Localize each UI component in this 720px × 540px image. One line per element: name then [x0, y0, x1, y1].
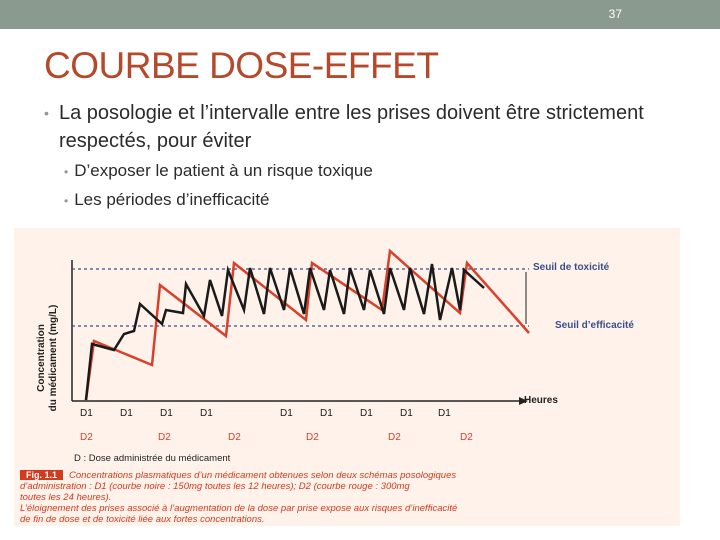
page-number: 37 — [608, 7, 622, 21]
sub-bullet-text: Les périodes d’inefficacité — [74, 190, 270, 209]
d1-label: D1 — [120, 408, 133, 419]
y-axis-label-unit: du médicament (mg/L) — [48, 305, 59, 412]
d1-label: D1 — [438, 408, 451, 419]
toxicity-threshold-label: Seuil de toxicité — [533, 262, 610, 273]
y-axis-label: Concentration — [36, 324, 47, 392]
d1-label: D1 — [320, 408, 333, 419]
caption-text: Concentrations plasmatiques d’un médicam… — [69, 470, 457, 481]
efficacy-threshold-label: Seuil d’efficacité — [555, 320, 634, 331]
main-bullet: • La posologie et l’intervalle entre les… — [44, 99, 684, 155]
d1-label: D1 — [160, 408, 173, 419]
d2-label: D2 — [80, 432, 93, 443]
slide-title: COURBE DOSE-EFFET — [44, 45, 439, 86]
red-curve-d2 — [84, 248, 530, 401]
bullet-icon: • — [64, 194, 69, 208]
caption-line-5: de fin de dose et de toxicité liée aux f… — [20, 514, 265, 525]
figure-caption: Fig. 1.1 Concentrations plasmatiques d’un… — [14, 466, 680, 526]
caption-line-3: toutes les 24 heures). — [20, 492, 112, 503]
d2-label: D2 — [228, 432, 241, 443]
d2-label: D2 — [306, 432, 319, 443]
d2-label: D2 — [388, 432, 401, 443]
d1-label: D1 — [80, 408, 93, 419]
x-axis-arrow-icon — [519, 397, 528, 405]
caption-line-1: Fig. 1.1 Concentrations plasmatiques d’un… — [20, 470, 456, 481]
d1-label: D1 — [400, 408, 413, 419]
dose-effect-plot: Concentration du médicament (mg/L) Seuil… — [36, 248, 634, 412]
d1-label: D1 — [280, 408, 293, 419]
fig-label: Fig. 1.1 — [20, 470, 64, 480]
d2-label: D2 — [158, 432, 171, 443]
x-axis-label: Heures — [524, 395, 558, 406]
top-bar: 37 — [0, 0, 720, 29]
bullet-icon: • — [44, 105, 49, 121]
sub-bullet-1: • D’exposer le patient à un risque toxiqu… — [64, 161, 373, 181]
black-curve-d1 — [84, 263, 485, 401]
sub-bullet-text: D’exposer le patient à un risque toxique — [74, 161, 373, 180]
d2-label: D2 — [460, 432, 473, 443]
caption-line-2: d’administration : D1 (courbe noire : 15… — [20, 481, 410, 492]
dose-legend: D : Dose administrée du médicament — [74, 453, 231, 464]
sub-bullet-2: • Les périodes d’inefficacité — [64, 190, 270, 210]
d1-label: D1 — [360, 408, 373, 419]
main-bullet-text: La posologie et l’intervalle entre les p… — [59, 102, 644, 152]
bullet-icon: • — [64, 165, 69, 179]
caption-line-4: L’éloignement des prises associé à l’aug… — [20, 503, 458, 514]
d1-label: D1 — [200, 408, 213, 419]
